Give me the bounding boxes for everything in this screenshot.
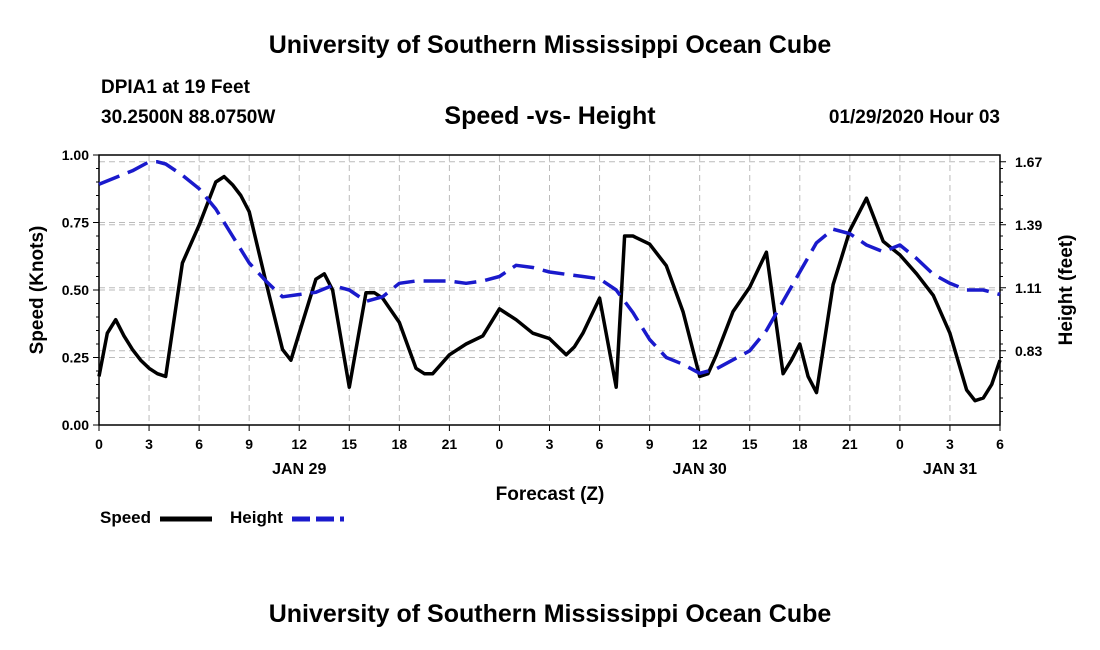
x-tick-label: 6 — [996, 436, 1004, 452]
y-tick-label: 1.00 — [62, 147, 89, 163]
plot-frame — [98, 154, 1001, 426]
x-tick-label: 6 — [596, 436, 604, 452]
y2-tick-label: 0.83 — [1015, 343, 1042, 359]
legend-height-swatch — [292, 516, 344, 522]
x-tick-label: 18 — [792, 436, 808, 452]
legend-height-label: Height — [230, 508, 283, 527]
legend-speed-swatch — [160, 516, 212, 522]
x-tick-label: 18 — [392, 436, 408, 452]
coordinates-label: 30.2500N 88.0750W — [101, 107, 276, 128]
y-tick-label: 0.50 — [62, 282, 89, 298]
x-tick-label: 9 — [646, 436, 654, 452]
speed-line — [97, 174, 1002, 403]
legend-speed-label: Speed — [100, 508, 152, 527]
x-tick-label: 6 — [195, 436, 203, 452]
x-tick-label: 0 — [496, 436, 504, 452]
x-tick-label: 3 — [946, 436, 954, 452]
y2-tick-label: 1.11 — [1015, 280, 1042, 296]
day-label: JAN 30 — [673, 461, 727, 478]
x-tick-label: 12 — [692, 436, 708, 452]
x-tick-label: 15 — [341, 436, 357, 452]
day-label: JAN 31 — [923, 461, 977, 478]
day-label: JAN 29 — [272, 461, 326, 478]
x-tick-label: 3 — [546, 436, 554, 452]
x-tick-label: 12 — [291, 436, 307, 452]
page-title: University of Southern Mississippi Ocean… — [268, 31, 832, 59]
chart-title: Speed -vs- Height — [444, 102, 656, 130]
footer-title: University of Southern Mississippi Ocean… — [268, 600, 832, 628]
station-label: DPIA1 at 19 Feet — [101, 77, 250, 98]
y-axis-label: Speed (Knots) — [27, 226, 48, 355]
x-axis-label: Forecast (Z) — [496, 484, 605, 505]
y2-tick-label: 1.67 — [1015, 154, 1042, 170]
x-tick-label: 21 — [442, 436, 458, 452]
y-tick-label: 0.00 — [62, 417, 89, 433]
y-tick-label: 0.25 — [62, 350, 89, 366]
datetime-label: 01/29/2020 Hour 03 — [828, 107, 1000, 128]
x-tick-label: 15 — [742, 436, 758, 452]
x-tick-label: 21 — [842, 436, 858, 452]
height-line — [98, 160, 1001, 376]
x-tick-label: 3 — [145, 436, 153, 452]
y-tick-label: 0.75 — [62, 215, 89, 231]
x-tick-label: 0 — [896, 436, 904, 452]
x-tick-label: 9 — [245, 436, 253, 452]
chart-area: Forecast (Z) Speed (Knots) Height (feet)… — [27, 147, 1077, 505]
y2-axis-label: Height (feet) — [1056, 235, 1077, 346]
x-tick-label: 0 — [95, 436, 103, 452]
y2-tick-label: 1.39 — [1015, 217, 1042, 233]
